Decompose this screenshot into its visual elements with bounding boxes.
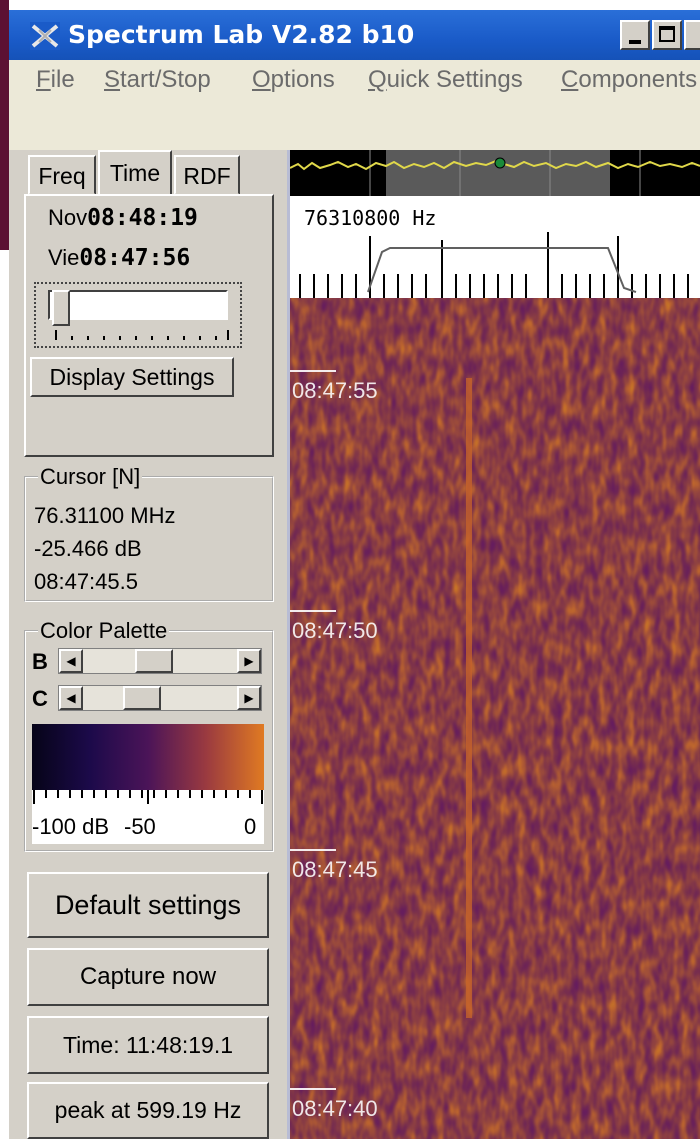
time-mark-label: 08:47:50 [292, 618, 378, 643]
palette-scale-mid: -50 [124, 814, 156, 839]
tab-rdf[interactable]: RDF [174, 155, 240, 195]
view-time-label: Vie [48, 245, 80, 270]
cursor-group-title: Cursor [N] [38, 464, 143, 490]
brightness-label: B [32, 649, 48, 674]
desktop-edge [0, 0, 9, 250]
time-slider-focus [34, 282, 242, 348]
contrast-label: C [32, 686, 48, 711]
time-mark-label: 08:47:45 [292, 857, 378, 882]
time-slider-thumb[interactable] [52, 290, 70, 326]
contrast-thumb[interactable] [123, 686, 161, 710]
scroll-right-icon[interactable]: ▶ [237, 686, 261, 710]
capture-now-button[interactable]: Capture now [27, 948, 269, 1006]
menu-file[interactable]: File [36, 66, 75, 93]
cursor-frequency: 76.31100 MHz [34, 503, 176, 528]
frequency-readout: 76310800 Hz [304, 206, 437, 230]
menu-bar [9, 60, 700, 150]
frequency-scale-ticks [299, 232, 689, 298]
default-settings-button[interactable]: Default settings [27, 872, 269, 938]
close-button[interactable] [684, 20, 700, 50]
brightness-thumb[interactable] [135, 649, 173, 673]
time-mark-line [290, 370, 336, 372]
window-title: Spectrum Lab V2.82 b10 [68, 20, 415, 49]
view-time-value: 08:47:56 [79, 245, 191, 271]
scroll-left-icon[interactable]: ◀ [59, 649, 83, 673]
brightness-scrollbar[interactable]: ◀ ▶ [58, 648, 262, 674]
overview-trace [290, 150, 700, 196]
palette-scale-ticks [33, 790, 263, 804]
tab-page-time [24, 194, 274, 457]
time-mark-line [290, 610, 336, 612]
view-time-row: Vie08:47:56 [48, 245, 190, 271]
tab-time[interactable]: Time [98, 150, 172, 196]
maximize-icon [659, 26, 675, 42]
menu-quick-settings[interactable]: Quick Settings [368, 66, 523, 93]
time-slider-ticks [55, 330, 229, 340]
time-readout-button[interactable]: Time: 11:48:19.1 [27, 1016, 269, 1074]
time-slider-track[interactable] [48, 290, 228, 320]
color-palette-title: Color Palette [38, 618, 170, 644]
peak-readout-button[interactable]: peak at 599.19 Hz [27, 1082, 269, 1139]
time-mark-label: 08:47:55 [292, 378, 378, 403]
scroll-right-icon[interactable]: ▶ [237, 649, 261, 673]
menu-components[interactable]: Components [561, 66, 698, 93]
now-time-value: 08:48:19 [87, 205, 198, 231]
contrast-scrollbar[interactable]: ◀ ▶ [58, 685, 262, 711]
app-icon[interactable] [30, 22, 60, 50]
minimize-icon [629, 40, 641, 44]
palette-scale: -100 dB -50 0 [32, 790, 264, 844]
scroll-left-icon[interactable]: ◀ [59, 686, 83, 710]
panel-splitter[interactable] [287, 150, 290, 1139]
minimize-button[interactable] [620, 20, 650, 50]
tab-freq[interactable]: Freq [28, 155, 96, 195]
cursor-group [24, 476, 274, 602]
now-time-label: Nov [48, 205, 88, 230]
title-bar[interactable] [9, 10, 700, 60]
frequency-scale[interactable]: 76310800 Hz [290, 196, 700, 298]
cursor-time: 08:47:45.5 [34, 569, 138, 594]
time-mark-label: 08:47:40 [292, 1096, 378, 1121]
spectrum-overview[interactable] [290, 150, 700, 196]
waterfall-display[interactable]: 08:47:55 08:47:50 08:47:45 08:47:40 [290, 298, 700, 1139]
palette-scale-min: -100 dB [32, 814, 110, 839]
menu-start-stop[interactable]: Start/Stop [104, 66, 211, 93]
display-settings-button[interactable]: Display Settings [30, 357, 234, 397]
menu-options[interactable]: Options [252, 66, 335, 93]
now-time-row: Nov08:48:19 [48, 205, 198, 231]
color-palette-bar[interactable] [32, 724, 264, 790]
time-mark-line [290, 1088, 336, 1090]
time-mark-line [290, 849, 336, 851]
maximize-button[interactable] [652, 20, 682, 50]
palette-scale-max: 0 [244, 814, 257, 839]
overview-visible-range[interactable] [386, 150, 610, 196]
waterfall-image [290, 298, 700, 1139]
cursor-level: -25.466 dB [34, 536, 142, 561]
